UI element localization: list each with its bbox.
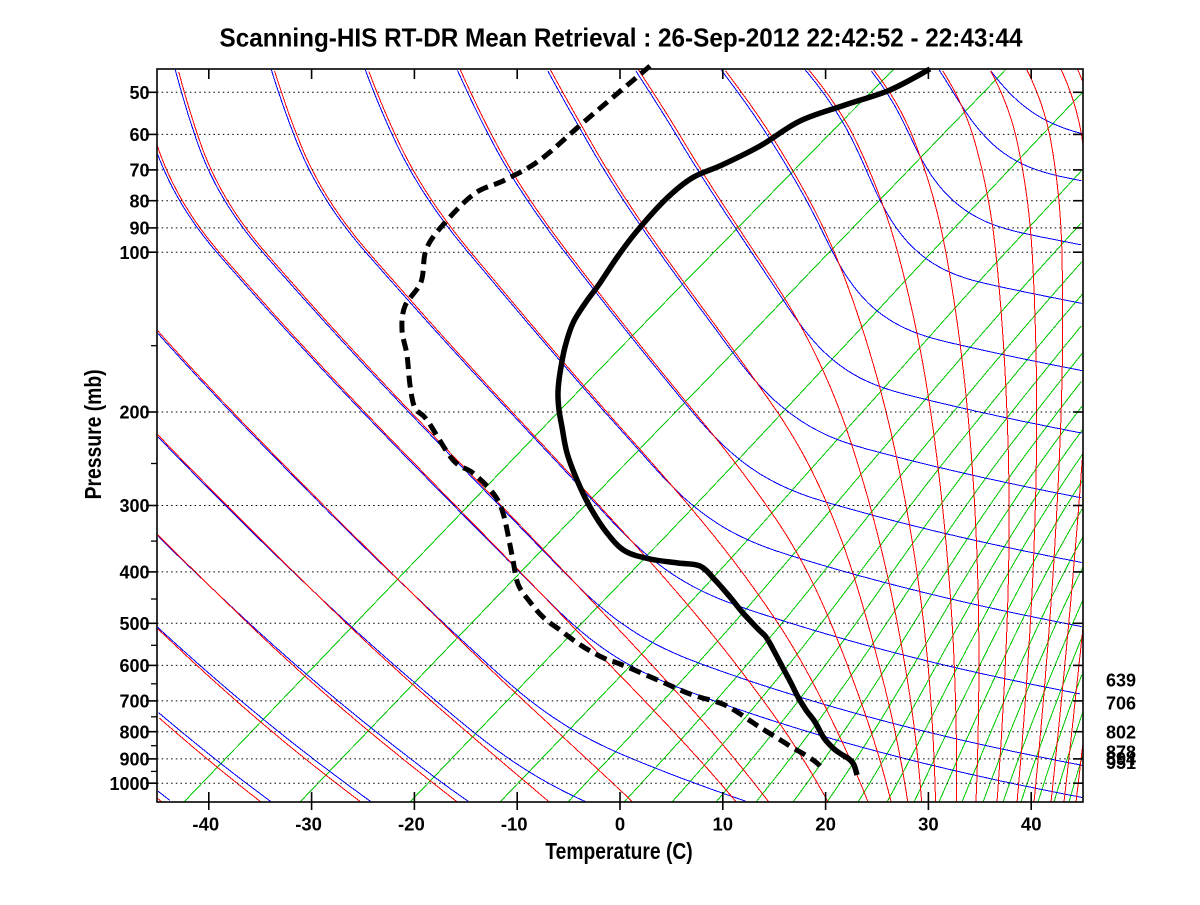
svg-text:60: 60 [129, 125, 149, 145]
svg-text:700: 700 [119, 692, 149, 712]
svg-text:Temperature (C): Temperature (C) [545, 838, 692, 864]
svg-text:706: 706 [1106, 694, 1136, 714]
svg-text:100: 100 [119, 243, 149, 263]
svg-text:Scanning-HIS RT-DR Mean Retrie: Scanning-HIS RT-DR Mean Retrieval : 26-S… [220, 23, 1024, 53]
svg-text:70: 70 [129, 161, 149, 181]
svg-text:40: 40 [1021, 814, 1042, 835]
svg-text:-10: -10 [501, 814, 528, 835]
svg-text:80: 80 [129, 191, 149, 211]
svg-text:800: 800 [119, 722, 149, 742]
svg-text:878: 878 [1106, 743, 1136, 763]
svg-text:1000: 1000 [109, 774, 149, 794]
svg-text:30: 30 [918, 814, 939, 835]
svg-text:900: 900 [119, 750, 149, 770]
svg-text:-20: -20 [398, 814, 425, 835]
svg-text:300: 300 [119, 496, 149, 516]
svg-text:600: 600 [119, 656, 149, 676]
svg-text:0: 0 [615, 814, 625, 835]
svg-text:10: 10 [713, 814, 734, 835]
svg-text:-30: -30 [295, 814, 322, 835]
svg-text:50: 50 [129, 83, 149, 103]
svg-text:894: 894 [1106, 749, 1136, 769]
svg-text:639: 639 [1106, 671, 1136, 691]
svg-text:Pressure (mb): Pressure (mb) [80, 369, 106, 499]
svg-text:500: 500 [119, 614, 149, 634]
svg-text:20: 20 [815, 814, 836, 835]
svg-text:400: 400 [119, 563, 149, 583]
svg-text:951: 951 [1106, 753, 1136, 773]
svg-text:802: 802 [1106, 723, 1136, 743]
svg-text:200: 200 [119, 403, 149, 423]
svg-text:90: 90 [129, 219, 149, 239]
svg-text:-40: -40 [192, 814, 219, 835]
